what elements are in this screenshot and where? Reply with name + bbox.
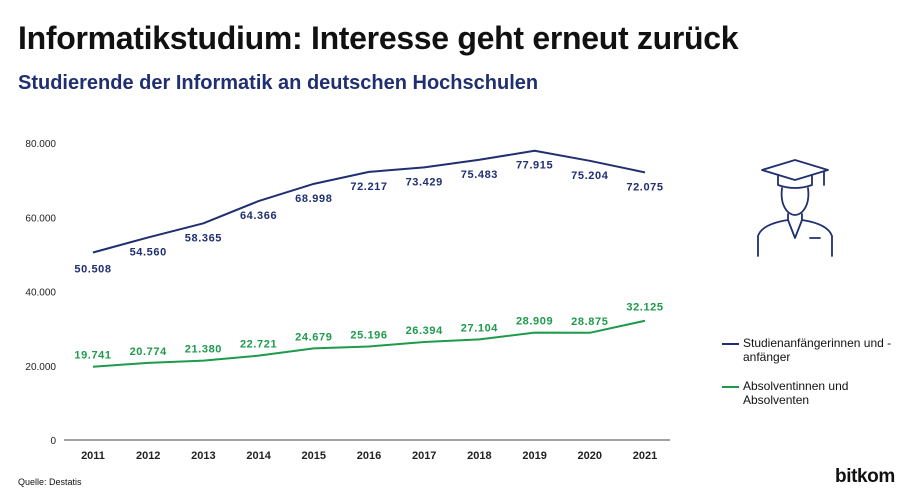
page-subtitle: Studierende der Informatik an deutschen … [18, 72, 539, 94]
data-label-series-1: 77.915 [516, 160, 553, 172]
data-label-series-1: 72.217 [350, 181, 387, 193]
legend-item-series-2: Absolventinnen und Absolventen [722, 379, 907, 407]
source-note: Quelle: Destatis [18, 477, 82, 487]
y-tick-label: 60.000 [25, 213, 56, 224]
data-label-series-1: 75.204 [571, 170, 609, 182]
legend-label-series-1: Studienanfängerinnen und -anfänger [743, 336, 892, 364]
x-tick-label: 2015 [302, 450, 326, 462]
x-tick-label: 2016 [357, 450, 381, 462]
data-label-series-1: 75.483 [461, 169, 498, 181]
data-label-series-2: 24.679 [295, 331, 332, 343]
page-title: Informatikstudium: Interesse geht erneut… [18, 20, 739, 56]
data-label-series-1: 72.075 [626, 181, 663, 193]
series-line-1 [92, 149, 646, 254]
y-tick-label: 80.000 [25, 139, 56, 150]
data-label-series-2: 19.741 [74, 350, 111, 362]
y-tick-label: 0 [50, 436, 56, 447]
data-label-series-2: 27.104 [461, 322, 499, 334]
y-tick-label: 20.000 [25, 362, 56, 373]
graduate-icon [757, 159, 833, 257]
x-tick-label: 2013 [191, 450, 215, 462]
data-label-series-1: 58.365 [185, 232, 222, 244]
data-label-series-1: 50.508 [74, 263, 111, 275]
x-tick-label: 2020 [578, 450, 602, 462]
x-tick-label: 2017 [412, 450, 436, 462]
data-label-series-2: 32.125 [626, 302, 663, 314]
x-tick-label: 2021 [633, 450, 657, 462]
legend-swatch-series-2 [722, 386, 739, 388]
legend-item-series-1: Studienanfängerinnen und -anfänger [722, 336, 907, 364]
data-label-series-2: 28.909 [516, 316, 553, 328]
data-label-series-1: 64.366 [240, 210, 277, 222]
x-tick-label: 2019 [522, 450, 546, 462]
data-label-series-2: 28.875 [571, 316, 608, 328]
data-label-series-2: 25.196 [350, 329, 387, 341]
x-tick-label: 2018 [467, 450, 491, 462]
x-tick-label: 2011 [81, 450, 105, 462]
x-tick-label: 2012 [136, 450, 160, 462]
data-label-series-1: 54.560 [130, 246, 167, 258]
data-label-series-2: 26.394 [406, 325, 444, 337]
y-tick-label: 40.000 [25, 288, 56, 299]
brand-logo: bitkom [835, 466, 895, 487]
data-label-series-2: 20.774 [130, 346, 168, 358]
series-line-2 [92, 319, 646, 368]
data-label-series-1: 73.429 [406, 176, 443, 188]
x-tick-label: 2014 [246, 450, 271, 462]
data-label-series-2: 22.721 [240, 339, 277, 351]
legend-swatch-series-1 [722, 343, 739, 345]
data-label-series-2: 21.380 [185, 344, 222, 356]
legend-label-series-2: Absolventinnen und Absolventen [743, 379, 849, 407]
data-label-series-1: 68.998 [295, 193, 332, 205]
